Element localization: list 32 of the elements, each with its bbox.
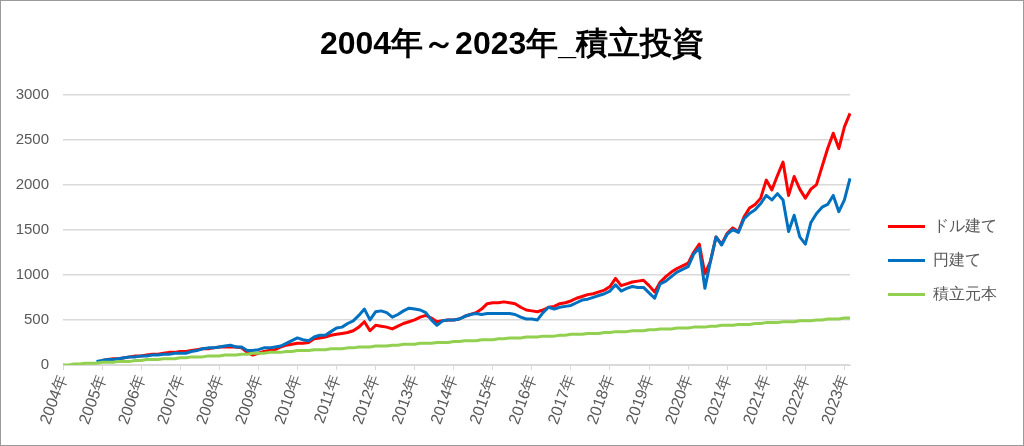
x-tick-label: 2017年 [544,372,578,427]
x-tick-label: 2021年 [739,372,774,427]
y-tick-label: 2500 [15,129,49,147]
chart-title: 2004年～2023年_積立投資 [319,25,705,62]
x-tick-label: 2015年 [466,372,500,427]
y-tick-label: 2000 [15,174,49,192]
x-tick-label: 2016年 [505,372,539,427]
x-tick-label: 2010年 [270,372,305,427]
legend-label: ドル建て [933,216,997,234]
y-tick-label: 3000 [15,84,49,102]
x-tick-label: 2004年 [36,372,70,427]
legend-label: 円建て [933,250,981,268]
x-tick-label: 2008年 [192,372,227,427]
x-tick-label: 2019年 [622,372,657,427]
y-tick-label: 0 [40,355,49,373]
x-tick-label: 2006年 [114,372,149,427]
x-tick-label: 2021年 [700,372,735,427]
x-tick-label: 2023年 [817,372,852,427]
legend-label: 積立元本 [933,284,997,302]
x-tick-label: 2009年 [231,372,266,427]
x-tick-label: 2013年 [387,372,422,427]
x-tick-label: 2020年 [661,372,696,427]
x-tick-label: 2014年 [427,372,461,427]
y-tick-label: 1000 [15,264,49,282]
x-tick-label: 2022年 [778,372,813,427]
x-tick-label: 2011年 [310,372,344,426]
x-tick-label: 2012年 [348,372,383,427]
x-tick-label: 2018年 [583,372,617,427]
y-tick-label: 500 [23,310,49,328]
x-tick-label: 2005年 [75,372,110,427]
y-tick-label: 1500 [15,219,49,237]
x-tick-label: 2007年 [153,372,188,427]
